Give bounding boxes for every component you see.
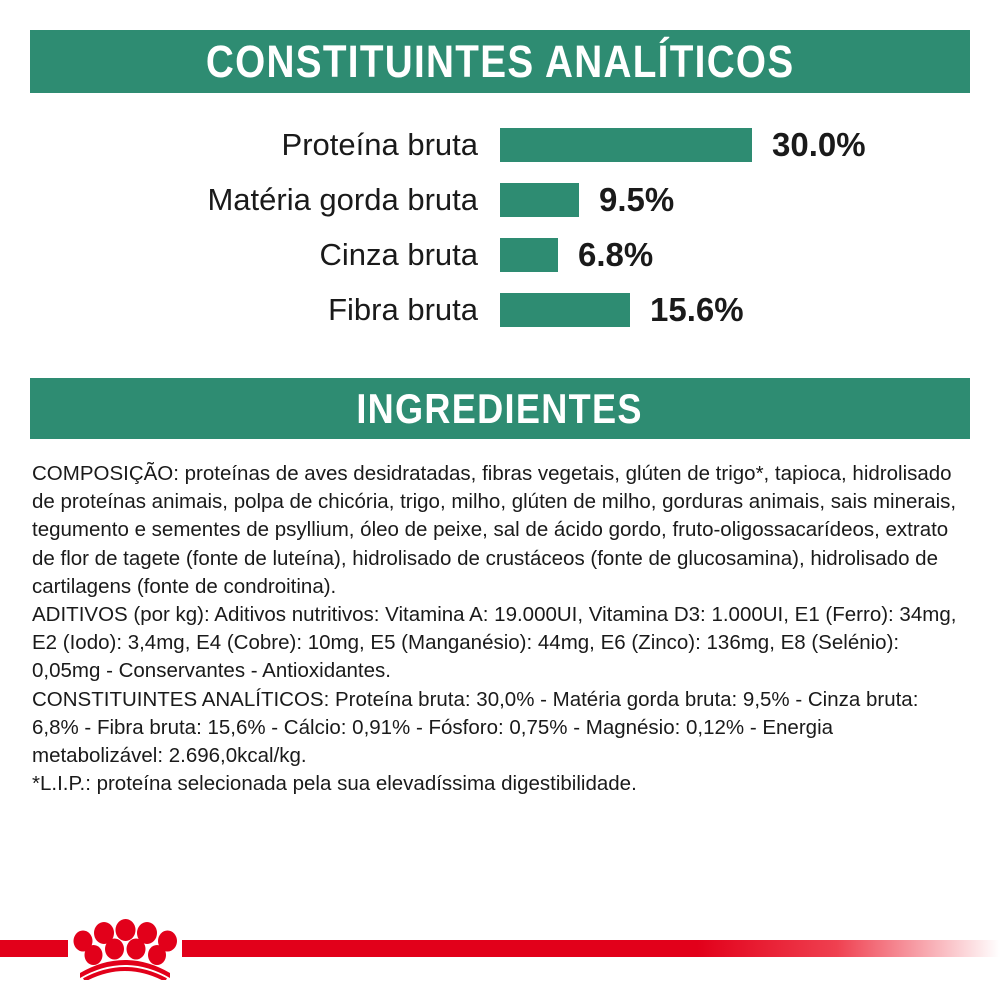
analytical-constituents-paragraph: CONSTITUINTES ANALÍTICOS: Proteína bruta… (32, 687, 919, 768)
chart-bar-value: 15.6% (650, 291, 744, 328)
chart-bar-value: 9.5% (599, 181, 675, 218)
chart-row: Matéria gorda bruta 9.5% (0, 179, 1000, 221)
chart-bar-label: Cinza bruta (319, 237, 478, 272)
chart-bar-group: 30.0% (500, 124, 866, 166)
lip-footnote: *L.I.P.: proteína selecionada pela sua e… (32, 772, 637, 796)
royal-canin-crown-icon (73, 919, 177, 980)
analytical-constituents-chart: Proteína bruta 30.0% Matéria gorda bruta… (0, 120, 1000, 338)
chart-bar-value: 6.8% (578, 236, 654, 273)
footer-rule-left (0, 940, 68, 957)
chart-bar-value: 30.0% (772, 126, 866, 163)
chart-bar-group: 9.5% (500, 179, 674, 221)
chart-row: Cinza bruta 6.8% (0, 234, 1000, 276)
chart-row: Fibra bruta 15.6% (0, 289, 1000, 331)
analytical-constituents-title: CONSTITUINTES ANALÍTICOS (205, 36, 795, 87)
ingredients-title: INGREDIENTES (356, 384, 644, 432)
ingredients-banner: INGREDIENTES (30, 378, 970, 439)
chart-bar-group: 15.6% (500, 289, 744, 331)
chart-bar-group: 6.8% (500, 234, 653, 276)
analytical-constituents-banner: CONSTITUINTES ANALÍTICOS (30, 30, 970, 93)
additives-paragraph: ADITIVOS (por kg): Aditivos nutritivos: … (32, 603, 957, 683)
ingredients-body-text: COMPOSIÇÃO: proteínas de aves desidratad… (32, 460, 968, 798)
chart-bar-label: Matéria gorda bruta (207, 182, 478, 217)
chart-bar (500, 183, 579, 217)
chart-bar (500, 293, 630, 327)
chart-bar (500, 238, 558, 272)
chart-bar-label: Fibra bruta (328, 292, 478, 327)
chart-bar (500, 128, 752, 162)
footer-rule-right (182, 940, 1000, 957)
chart-bar-label: Proteína bruta (281, 127, 478, 162)
footer (0, 919, 1000, 1000)
chart-row: Proteína bruta 30.0% (0, 124, 1000, 166)
composition-paragraph: COMPOSIÇÃO: proteínas de aves desidratad… (32, 462, 957, 598)
